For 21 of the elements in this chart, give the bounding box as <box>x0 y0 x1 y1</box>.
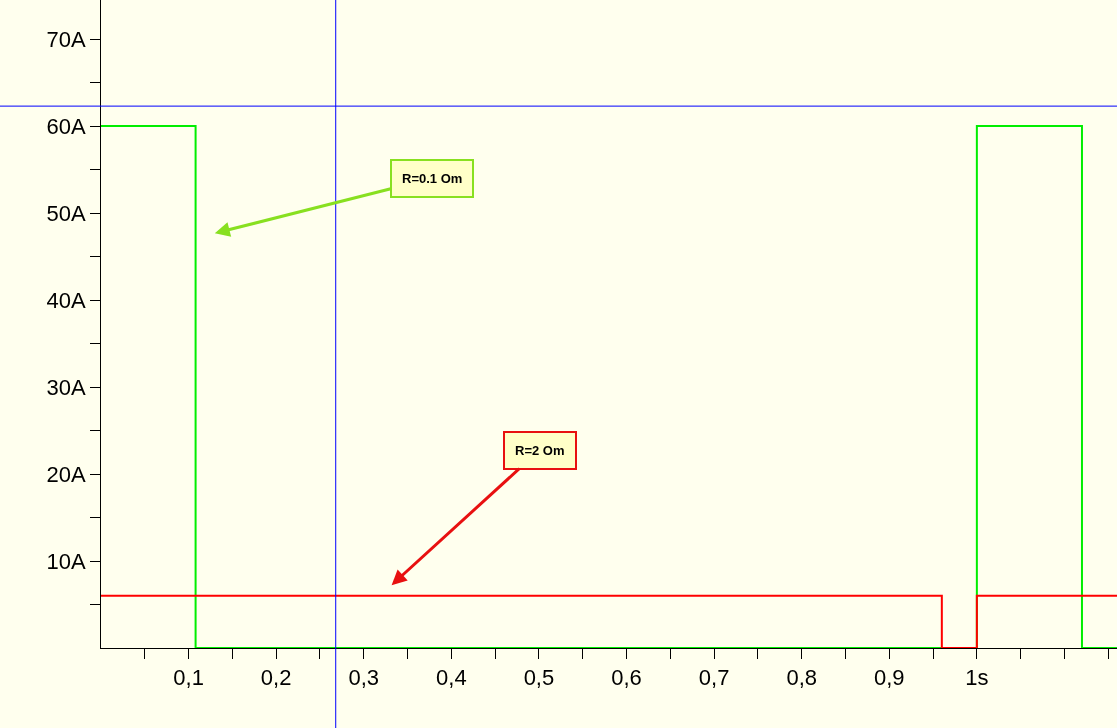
y-tick-label: 50A <box>46 200 86 226</box>
x-tick-label: 0,6 <box>611 665 642 691</box>
x-tick-label: 0,4 <box>436 665 467 691</box>
y-tick-label: 60A <box>46 113 86 139</box>
y-tick-label: 20A <box>46 461 86 487</box>
y-tick-label: 70A <box>46 26 86 52</box>
x-tick-label: 0,5 <box>523 665 555 691</box>
x-tick-label: 0,1 <box>173 665 204 691</box>
y-tick-label: 10A <box>46 548 86 574</box>
annotation: R=2 Om <box>515 443 565 458</box>
x-tick-label: 0,7 <box>698 665 730 691</box>
x-tick-label: 0,8 <box>786 665 817 691</box>
arrow-note: R=0.1 Om <box>214 159 474 237</box>
y-tick-label: 40A <box>46 287 86 313</box>
x-tick-label: 1s <box>965 665 989 691</box>
annotation: R=0.1 Om <box>402 171 463 186</box>
arrow-note: R=2 Om <box>390 431 577 587</box>
x-tick-label: 0,3 <box>348 665 380 691</box>
x-tick-label: 0,2 <box>260 665 292 691</box>
x-tick-label: 0,9 <box>873 665 905 691</box>
y-tick-label: 30A <box>46 374 86 400</box>
